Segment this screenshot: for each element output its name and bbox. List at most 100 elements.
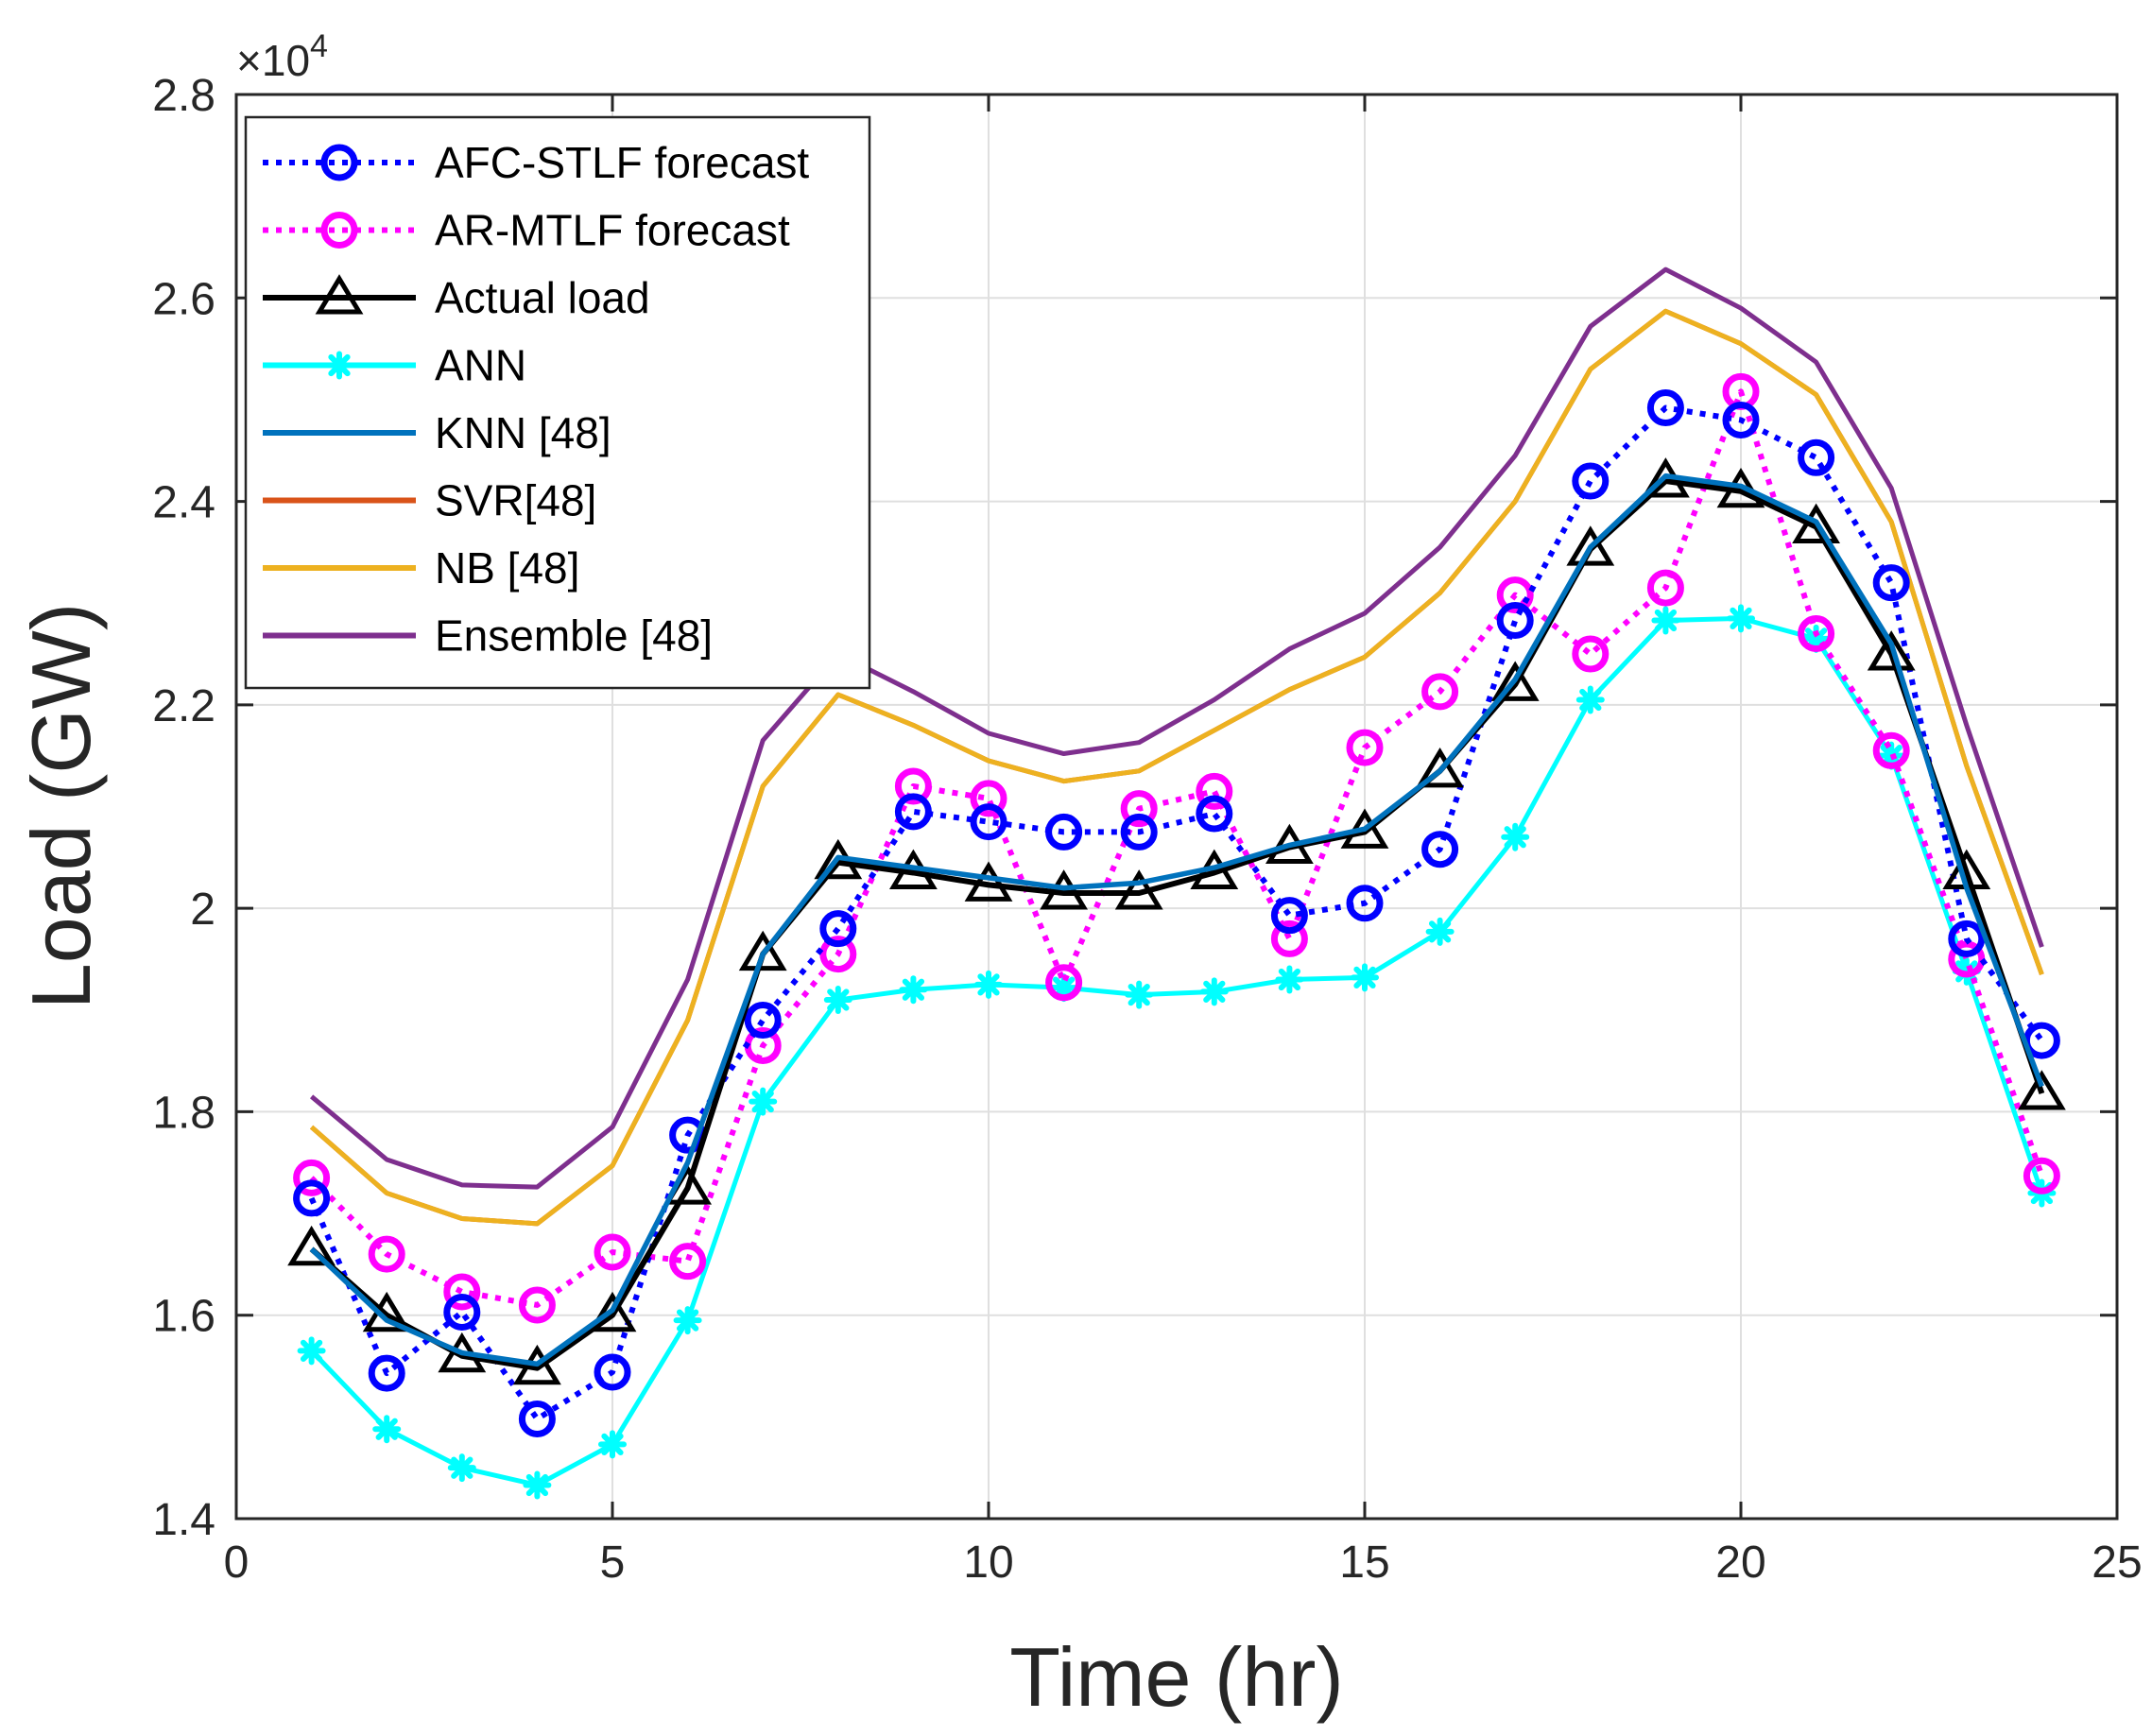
data-point-afc-stlf-forecast <box>1196 795 1233 833</box>
data-point-ann <box>1501 822 1530 851</box>
data-point-afc-stlf-forecast <box>1421 831 1459 868</box>
data-point-afc-stlf-forecast <box>1646 389 1684 427</box>
data-point-actual-load <box>287 1225 336 1266</box>
series-line-knn-48 <box>309 473 2044 1367</box>
data-point-afc-stlf-forecast <box>894 793 932 831</box>
data-point-actual-load <box>738 930 787 971</box>
data-point-ann <box>823 986 852 1015</box>
data-point-ar-mtlf-forecast <box>1346 729 1384 766</box>
legend-marker <box>320 212 358 249</box>
data-point-ar-mtlf-forecast <box>443 1273 481 1311</box>
legend-item-ar-mtlf-forecast: AR-MTLF forecast <box>263 206 790 255</box>
series-ensemble-48 <box>309 266 2044 1190</box>
data-point-ann <box>1425 917 1455 946</box>
plot-frame <box>234 93 2119 1521</box>
data-point-ann <box>523 1470 552 1500</box>
y-exponent: ×104 <box>236 28 328 85</box>
data-point-ar-mtlf-forecast <box>2023 1157 2060 1195</box>
legend: AFC-STLF forecast AR-MTLF forecast Actual … <box>244 115 871 690</box>
data-point-afc-stlf-forecast <box>1722 401 1760 438</box>
series-nb-48 <box>309 308 2044 1227</box>
x-tick-label: 20 <box>1715 1538 1765 1588</box>
legend-label: ANN <box>435 341 526 390</box>
legend-marker <box>315 274 364 315</box>
data-point-ar-mtlf-forecast <box>594 1233 631 1271</box>
data-point-ar-mtlf-forecast <box>894 767 932 805</box>
data-point-afc-stlf-forecast <box>819 910 857 948</box>
series-layer <box>287 266 2066 1500</box>
data-point-actual-load <box>1490 661 1540 701</box>
legend-label: KNN [48] <box>435 408 611 457</box>
legend-item-ann: ANN <box>263 341 526 390</box>
data-point-ann <box>1727 604 1755 633</box>
y-tick-label: 2 <box>190 885 215 935</box>
data-point-afc-stlf-forecast <box>1346 885 1384 922</box>
data-point-actual-load <box>2017 1070 2066 1110</box>
series-line-nb-48 <box>309 308 2044 1227</box>
legend-item-nb-48: NB [48] <box>263 543 579 593</box>
data-point-ar-mtlf-forecast <box>1270 920 1308 957</box>
legend-marker <box>320 144 358 181</box>
data-point-ann <box>1575 685 1605 714</box>
series-knn-48 <box>309 473 2044 1367</box>
data-point-ar-mtlf-forecast <box>1421 673 1459 711</box>
data-point-afc-stlf-forecast <box>518 1401 556 1438</box>
data-point-actual-load <box>512 1344 561 1385</box>
data-point-ar-mtlf-forecast <box>368 1235 405 1273</box>
series-afc-stlf-forecast <box>293 389 2060 1438</box>
legend-label: NB [48] <box>435 543 579 593</box>
series-line-ensemble-48 <box>309 266 2044 1190</box>
legend-item-afc-stlf-forecast: AFC-STLF forecast <box>263 138 809 187</box>
data-point-ar-mtlf-forecast <box>819 936 857 973</box>
data-point-afc-stlf-forecast <box>368 1354 405 1392</box>
data-point-afc-stlf-forecast <box>1270 897 1308 935</box>
y-axis-title: Load (GW) <box>14 603 108 1009</box>
x-tick-label: 15 <box>1339 1538 1389 1588</box>
data-point-ar-mtlf-forecast <box>1798 615 1835 653</box>
data-point-ar-mtlf-forecast <box>1948 940 1986 978</box>
legend-item-actual-load: Actual load <box>263 273 650 322</box>
legend-label: Actual load <box>435 273 650 322</box>
data-point-afc-stlf-forecast <box>744 1002 782 1040</box>
data-point-ar-mtlf-forecast <box>518 1286 556 1324</box>
x-axis-title: Time (hr) <box>1009 1630 1344 1724</box>
data-point-afc-stlf-forecast <box>970 803 1007 841</box>
y-tick-label: 1.4 <box>152 1495 215 1545</box>
legend-item-svr-48: SVR[48] <box>263 476 596 525</box>
data-point-afc-stlf-forecast <box>1798 438 1835 476</box>
data-point-ar-mtlf-forecast <box>293 1159 331 1196</box>
x-tick-label: 5 <box>600 1538 626 1588</box>
data-point-afc-stlf-forecast <box>1948 920 1986 957</box>
series-actual-load <box>287 457 2066 1385</box>
axis-ticks: 0 5 10 15 20 25 1.4 1.6 1.8 2 2.2 2.4 2.6 2.8 <box>152 71 2142 1588</box>
data-point-ar-mtlf-forecast <box>1120 790 1158 828</box>
data-point-actual-load <box>1867 630 1916 671</box>
data-point-ann <box>673 1306 702 1335</box>
data-point-afc-stlf-forecast <box>1120 813 1158 851</box>
data-point-actual-load <box>1416 747 1465 788</box>
data-point-ar-mtlf-forecast <box>970 780 1007 817</box>
data-point-afc-stlf-forecast <box>443 1293 481 1331</box>
data-point-ar-mtlf-forecast <box>1196 772 1233 810</box>
data-point-ann <box>1125 980 1154 1009</box>
data-point-ann <box>899 975 928 1005</box>
data-point-ar-mtlf-forecast <box>1646 569 1684 607</box>
y-tick-label: 2.8 <box>152 71 215 121</box>
y-tick-label: 2.6 <box>152 274 215 324</box>
legend-marker <box>325 351 353 380</box>
data-point-ann <box>297 1336 326 1366</box>
data-point-actual-load <box>588 1291 637 1332</box>
data-point-ann <box>447 1453 476 1483</box>
data-point-ann <box>1351 963 1379 992</box>
y-tick-label: 1.6 <box>152 1292 215 1342</box>
data-point-ann <box>598 1430 627 1459</box>
data-point-actual-load <box>1566 525 1615 566</box>
legend-item-knn-48: KNN [48] <box>263 408 611 457</box>
data-point-actual-load <box>1114 869 1163 910</box>
x-tick-label: 25 <box>2092 1538 2142 1588</box>
data-point-actual-load <box>964 861 1013 902</box>
legend-box <box>244 115 871 690</box>
x-tick-label: 0 <box>224 1538 250 1588</box>
data-point-ar-mtlf-forecast <box>1572 635 1610 673</box>
data-point-afc-stlf-forecast <box>594 1353 631 1391</box>
